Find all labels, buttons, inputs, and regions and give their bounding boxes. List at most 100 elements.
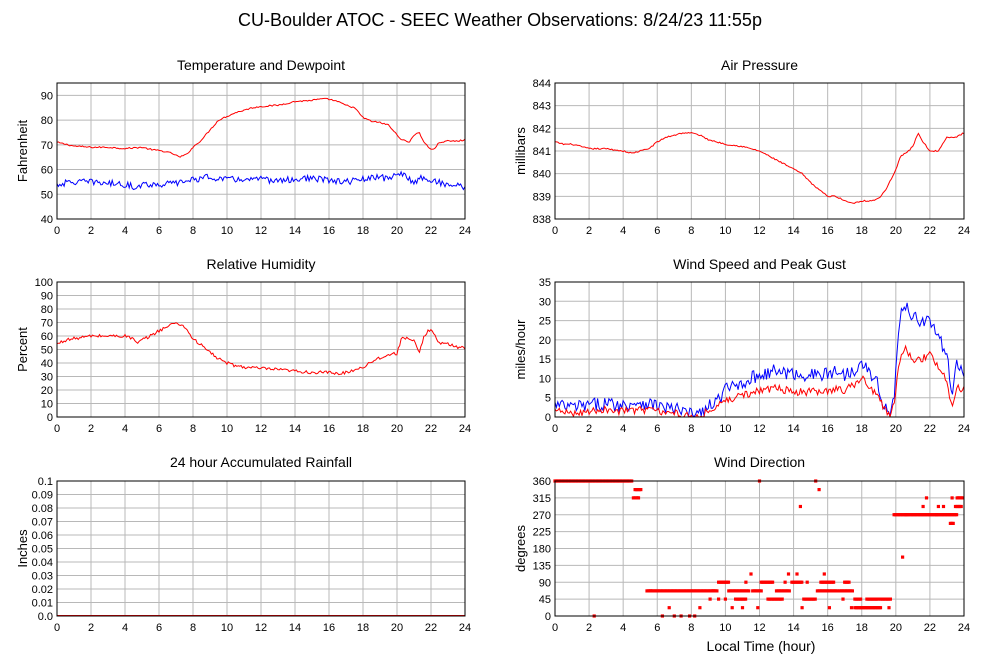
plot-frame bbox=[56, 281, 466, 418]
x-tick-label: 18 bbox=[357, 622, 369, 634]
data-point bbox=[847, 580, 851, 584]
x-tick-label: 6 bbox=[156, 622, 162, 634]
y-tick-label: 0.01 bbox=[32, 598, 53, 610]
x-tick-label: 10 bbox=[221, 622, 233, 634]
x-tick-label: 24 bbox=[958, 622, 970, 634]
data-point bbox=[800, 606, 804, 610]
data-point bbox=[723, 597, 727, 601]
x-tick-label: 0 bbox=[54, 225, 60, 237]
x-tick-label: 6 bbox=[156, 423, 162, 435]
y-tick-label: 90 bbox=[41, 90, 53, 102]
y-tick-label: 0.05 bbox=[32, 544, 53, 556]
x-tick-label: 4 bbox=[122, 225, 128, 237]
chart-title-direction: Wind Direction bbox=[714, 454, 805, 470]
x-tick-label: 16 bbox=[323, 622, 335, 634]
x-tick-label: 22 bbox=[924, 622, 936, 634]
x-tick-label: 24 bbox=[459, 225, 471, 237]
series-line-temp-red bbox=[57, 97, 465, 158]
data-point bbox=[805, 580, 809, 584]
x-tick-label: 20 bbox=[391, 423, 403, 435]
x-tick-label: 12 bbox=[753, 622, 765, 634]
x-tick-label: 14 bbox=[787, 225, 799, 237]
y-tick-label: 270 bbox=[533, 510, 551, 522]
y-tick-label: 45 bbox=[539, 594, 551, 606]
x-tick-label: 20 bbox=[890, 225, 902, 237]
y-axis-label-rain: Inches bbox=[15, 529, 30, 568]
x-tick-label: 4 bbox=[122, 423, 128, 435]
data-point bbox=[924, 496, 929, 500]
x-tick-label: 12 bbox=[255, 622, 267, 634]
data-point bbox=[832, 580, 836, 584]
x-tick-label: 8 bbox=[688, 622, 694, 634]
data-point bbox=[936, 504, 940, 509]
y-tick-label: 20 bbox=[539, 335, 551, 347]
y-tick-label: 100 bbox=[35, 277, 53, 289]
y-tick-label: 25 bbox=[539, 316, 551, 328]
x-tick-label: 6 bbox=[654, 622, 660, 634]
data-point bbox=[901, 555, 905, 559]
x-tick-label: 8 bbox=[190, 225, 196, 237]
data-point bbox=[708, 597, 712, 601]
x-tick-label: 18 bbox=[856, 225, 868, 237]
y-tick-label: 0.0 bbox=[38, 611, 53, 623]
x-tick-label: 0 bbox=[552, 225, 558, 237]
y-tick-label: 30 bbox=[539, 296, 551, 308]
data-point bbox=[841, 597, 845, 601]
y-tick-label: 90 bbox=[41, 291, 53, 303]
x-tick-label: 8 bbox=[688, 423, 694, 435]
y-tick-label: 842 bbox=[533, 123, 551, 135]
y-tick-label: 0.08 bbox=[32, 503, 53, 515]
data-point bbox=[679, 589, 683, 593]
plot-frame bbox=[554, 82, 965, 220]
y-tick-label: 90 bbox=[539, 577, 551, 589]
data-point bbox=[822, 572, 826, 576]
plot-frame bbox=[56, 480, 466, 617]
data-point bbox=[859, 597, 863, 601]
x-tick-label: 4 bbox=[620, 622, 626, 634]
y-tick-label: 841 bbox=[533, 146, 551, 158]
x-tick-label: 20 bbox=[391, 225, 403, 237]
data-point bbox=[771, 580, 775, 584]
y-tick-label: 0.02 bbox=[32, 584, 53, 596]
plot-frame bbox=[56, 82, 466, 220]
plot-frame bbox=[554, 281, 965, 418]
y-tick-label: 225 bbox=[533, 527, 551, 539]
x-tick-label: 10 bbox=[221, 225, 233, 237]
data-point bbox=[887, 606, 891, 610]
data-point bbox=[726, 580, 731, 584]
y-axis-label-wind: miles/hour bbox=[513, 319, 528, 380]
x-tick-label: 18 bbox=[856, 423, 868, 435]
y-tick-label: 315 bbox=[533, 493, 551, 505]
x-tick-label: 22 bbox=[425, 225, 437, 237]
data-point bbox=[800, 580, 804, 584]
x-tick-label: 18 bbox=[357, 225, 369, 237]
x-tick-label: 10 bbox=[719, 622, 731, 634]
data-point bbox=[636, 496, 641, 500]
y-tick-label: 0.04 bbox=[32, 557, 53, 569]
x-tick-label: 0 bbox=[54, 622, 60, 634]
y-tick-label: 20 bbox=[41, 385, 53, 397]
y-tick-label: 0.06 bbox=[32, 530, 53, 542]
chart-panel-direction: 0 2 4 6 8 10 12 14 16 18 20 22 240459013518022527031… bbox=[513, 454, 970, 634]
shared-x-axis-label: Local Time (hour) bbox=[707, 638, 816, 654]
data-point bbox=[786, 572, 791, 576]
data-point bbox=[878, 606, 883, 610]
data-point bbox=[639, 488, 643, 492]
x-tick-label: 24 bbox=[459, 423, 471, 435]
data-point bbox=[711, 589, 716, 593]
y-tick-label: 70 bbox=[41, 140, 53, 152]
x-tick-label: 10 bbox=[719, 225, 731, 237]
y-axis-label-direction: degrees bbox=[513, 525, 528, 572]
x-tick-label: 12 bbox=[753, 225, 765, 237]
data-point bbox=[950, 496, 954, 500]
x-tick-label: 16 bbox=[822, 423, 834, 435]
data-point bbox=[787, 589, 791, 593]
y-tick-label: 5 bbox=[545, 393, 551, 405]
x-tick-label: 4 bbox=[620, 423, 626, 435]
data-point bbox=[835, 589, 839, 593]
data-point bbox=[817, 488, 821, 492]
y-tick-label: 35 bbox=[539, 277, 551, 289]
y-tick-label: 840 bbox=[533, 169, 551, 181]
